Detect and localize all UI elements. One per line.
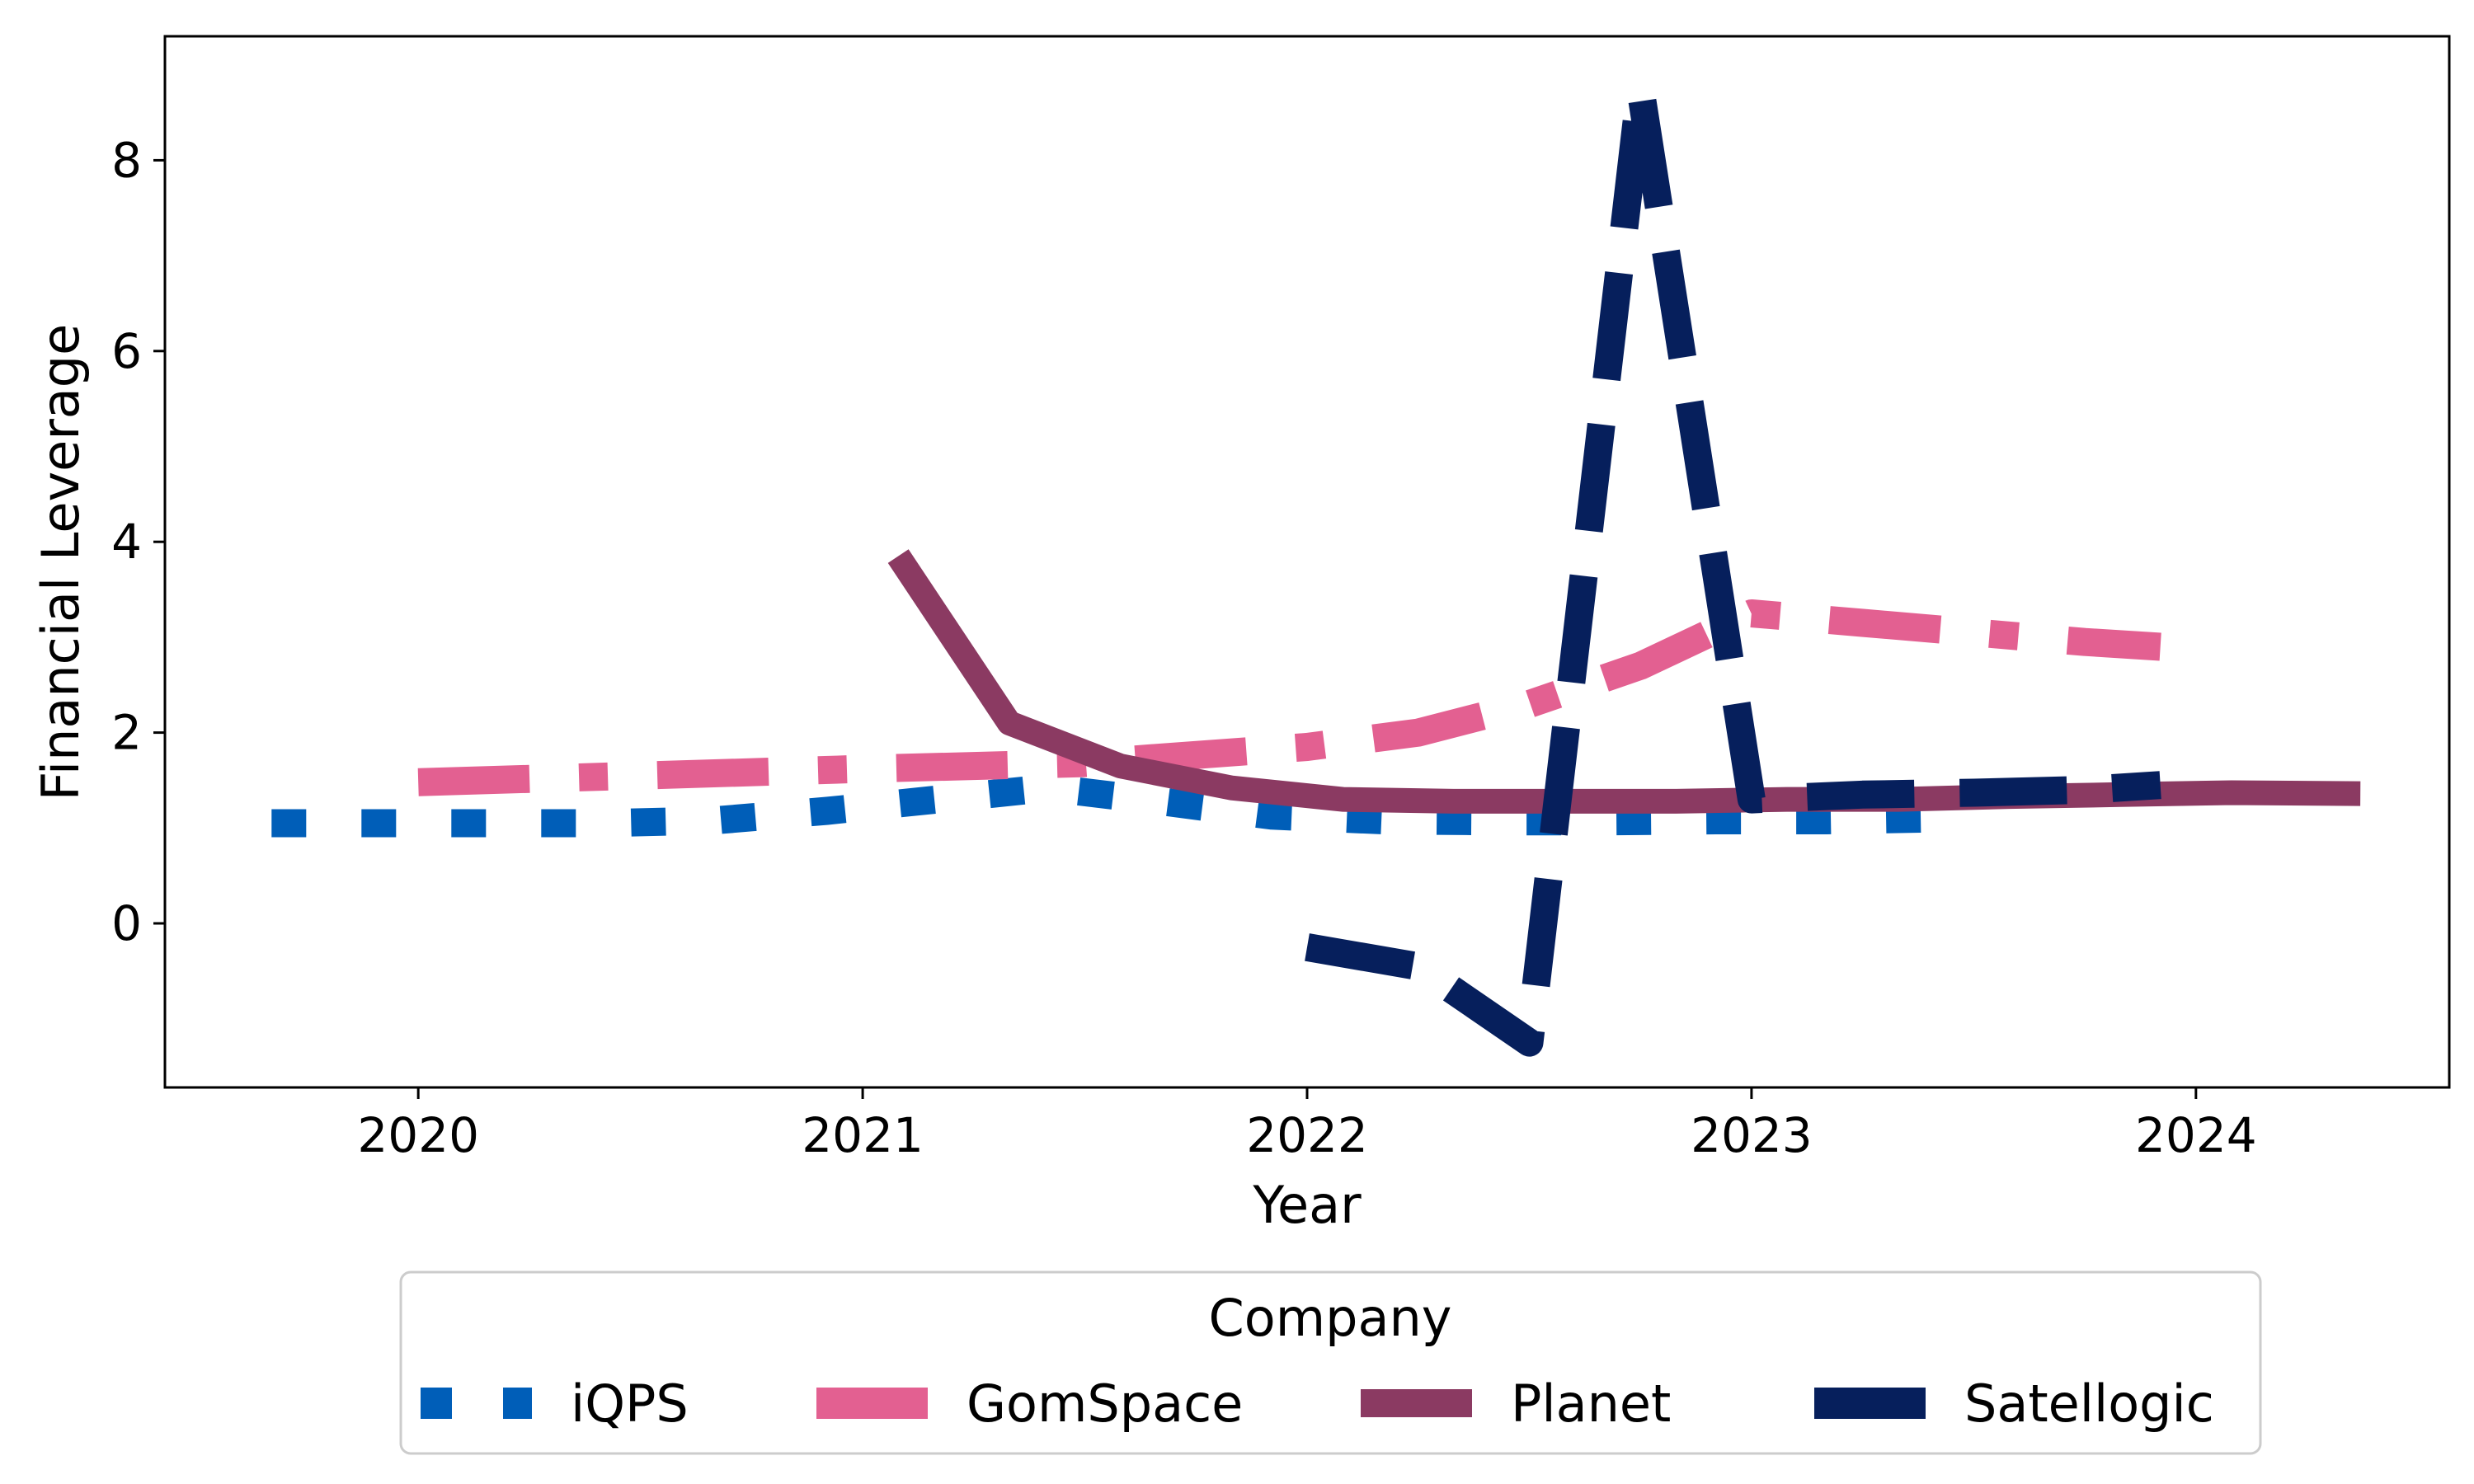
series-layer xyxy=(271,74,2361,1057)
series-line-planet xyxy=(887,549,2361,814)
x-axis: 2020 2021 2022 2023 2024 xyxy=(357,1087,2257,1163)
x-tick-label: 2023 xyxy=(1691,1107,1813,1163)
series-line-satellogic xyxy=(1305,74,2161,1057)
x-axis-label: Year xyxy=(1252,1175,1362,1235)
series-line-iqps xyxy=(271,773,1939,838)
legend-label-planet: Planet xyxy=(1511,1374,1671,1434)
y-tick-label: 8 xyxy=(111,132,142,188)
y-tick-label: 6 xyxy=(111,323,142,379)
legend: Company iQPS GomSpace Planet Satellogic xyxy=(399,1270,2262,1455)
legend-label-iqps: iQPS xyxy=(571,1374,689,1434)
legend-items: iQPS GomSpace Planet Satellogic xyxy=(421,1374,2214,1434)
legend-label-satellogic: Satellogic xyxy=(1964,1374,2214,1434)
y-axis-label: Financial Leverage xyxy=(31,324,91,801)
y-tick-label: 4 xyxy=(111,514,142,570)
y-axis: 0 2 4 6 8 xyxy=(111,132,165,951)
legend-label-gomspace: GomSpace xyxy=(967,1374,1243,1434)
x-tick-label: 2022 xyxy=(1246,1107,1368,1163)
y-tick-label: 0 xyxy=(111,895,142,951)
x-tick-label: 2020 xyxy=(357,1107,479,1163)
x-tick-label: 2024 xyxy=(2135,1107,2257,1163)
legend-title: Company xyxy=(1209,1288,1452,1348)
y-tick-label: 2 xyxy=(111,705,142,761)
x-tick-label: 2021 xyxy=(802,1107,924,1163)
